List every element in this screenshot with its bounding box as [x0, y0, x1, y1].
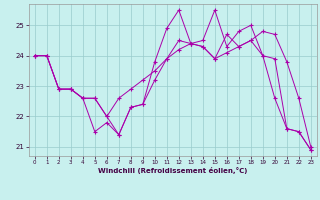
X-axis label: Windchill (Refroidissement éolien,°C): Windchill (Refroidissement éolien,°C) — [98, 167, 247, 174]
